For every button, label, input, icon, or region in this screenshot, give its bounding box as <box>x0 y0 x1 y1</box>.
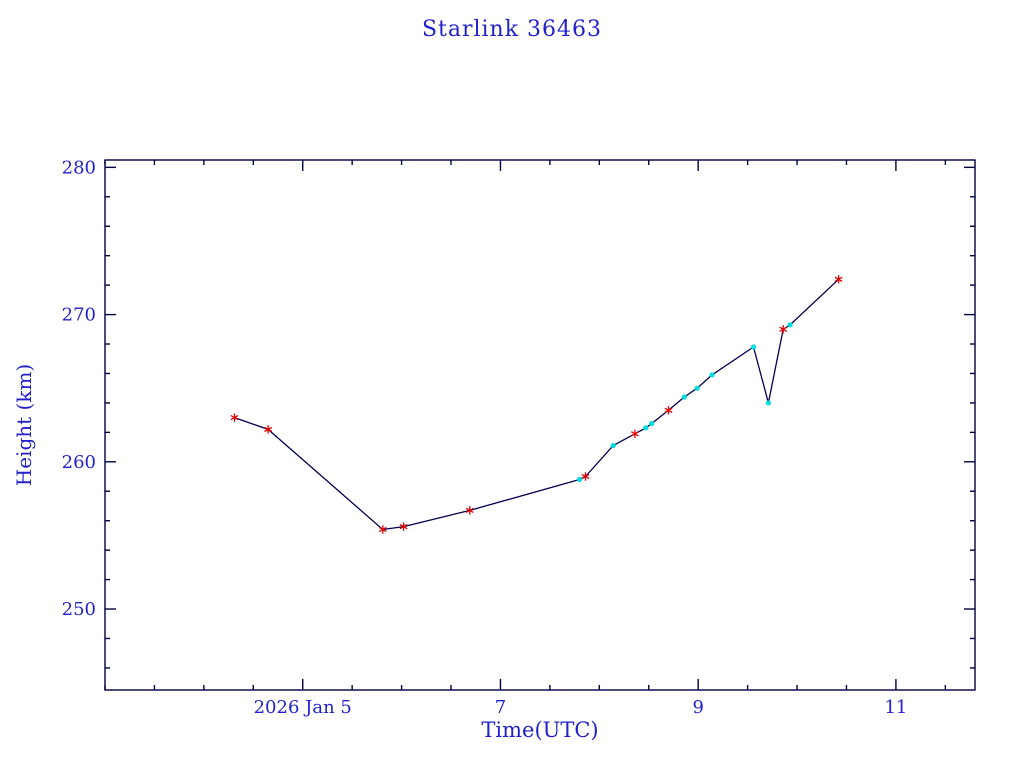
cyan-dot-marker <box>787 322 793 328</box>
height-line <box>234 278 840 531</box>
cyan-dot-marker <box>750 344 757 350</box>
y-tick-label: 270 <box>62 305 96 326</box>
cyan-dot-marker <box>649 420 655 427</box>
x-tick-label: 9 <box>692 697 703 718</box>
x-tick-label: 7 <box>495 697 506 718</box>
y-tick-label: 250 <box>62 599 96 620</box>
cyan-dot-marker <box>694 385 700 391</box>
x-tick-label: 2026 Jan 5 <box>254 697 352 718</box>
y-tick-label: 260 <box>62 452 96 473</box>
red-star-marker <box>581 472 590 481</box>
red-star-marker <box>378 525 387 534</box>
cyan-dot-marker <box>643 425 649 431</box>
y-tick-label: 280 <box>62 157 96 178</box>
red-star-marker <box>465 506 474 515</box>
x-tick-label: 11 <box>884 697 907 718</box>
red-star-marker <box>399 522 408 531</box>
cyan-dot-marker <box>681 394 687 400</box>
tick-labels: 2026 Jan 5 7 9 11 250 260 270 280 <box>62 157 908 718</box>
cyan-dot-marker <box>610 443 616 449</box>
red-star-marker <box>264 425 273 434</box>
cyan-dot-marker <box>765 400 772 406</box>
x-axis-label: Time(UTC) <box>481 718 599 742</box>
red-star-marker <box>664 406 673 415</box>
red-star-marker <box>834 275 843 284</box>
red-star-marker <box>630 429 639 438</box>
plot-border <box>104 159 976 691</box>
cyan-dot-marker <box>576 476 583 483</box>
data-markers <box>230 275 843 534</box>
red-star-marker <box>230 413 239 422</box>
chart-title: Starlink 36463 <box>421 17 603 42</box>
cyan-dot-marker <box>709 372 715 378</box>
plot-axes <box>104 159 976 691</box>
red-star-marker <box>779 325 788 334</box>
